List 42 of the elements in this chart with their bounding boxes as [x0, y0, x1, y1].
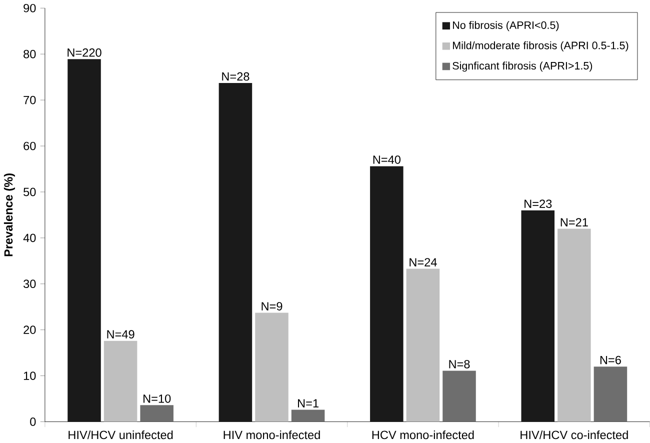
bar [255, 312, 288, 422]
y-tick-label: 40 [23, 234, 36, 242]
bar [291, 410, 325, 422]
annotation: N=9 [262, 302, 282, 310]
bar [594, 366, 628, 422]
bar [442, 370, 476, 422]
bar [68, 59, 101, 422]
legend-label: Signficant fibrosis (APRI>1.5) [452, 62, 592, 72]
y-tick-label: 70 [24, 96, 36, 104]
annotation: N=28 [222, 72, 250, 81]
x-tick-label: HIV/HCV co-infected [520, 430, 628, 440]
bar [140, 405, 174, 422]
annotation: N=10 [144, 394, 171, 403]
legend-label: No fibrosis (APRI<0.5) [453, 21, 559, 32]
annotation: N=49 [107, 330, 134, 338]
legend-label: Mild/moderate fibrosis (APRI 0.5-1.5) [453, 41, 628, 52]
y-tick-label: 80 [24, 50, 36, 58]
bar [218, 82, 252, 422]
y-axis-title: Prevalence (%) [4, 173, 15, 256]
y-tick-label: 30 [24, 280, 36, 288]
bar [521, 210, 555, 422]
annotation: N=40 [373, 155, 400, 164]
bar [558, 228, 591, 422]
y-tick-label: 90 [24, 4, 36, 12]
annotation: N=6 [600, 356, 621, 364]
y-tick-label: 50 [24, 188, 36, 196]
y-tick-label: 60 [24, 142, 36, 150]
annotation: N=1 [298, 399, 318, 408]
y-tick-label: 20 [24, 326, 36, 334]
x-tick-label: HCV mono-infected [372, 430, 474, 440]
y-tick-label: 10 [24, 372, 36, 380]
x-tick-label: HIV/HCV uninfected [68, 430, 173, 440]
y-tick-label: 0 [30, 418, 36, 426]
bar [104, 340, 138, 422]
annotation: N=8 [449, 360, 470, 368]
annotation: N=23 [524, 200, 552, 208]
x-tick-label: HIV mono-infected [224, 430, 320, 440]
annotation: N=24 [410, 258, 437, 266]
bar [370, 166, 404, 422]
annotation: N=220 [68, 48, 102, 57]
annotation: N=21 [560, 218, 588, 226]
bar [406, 268, 440, 422]
